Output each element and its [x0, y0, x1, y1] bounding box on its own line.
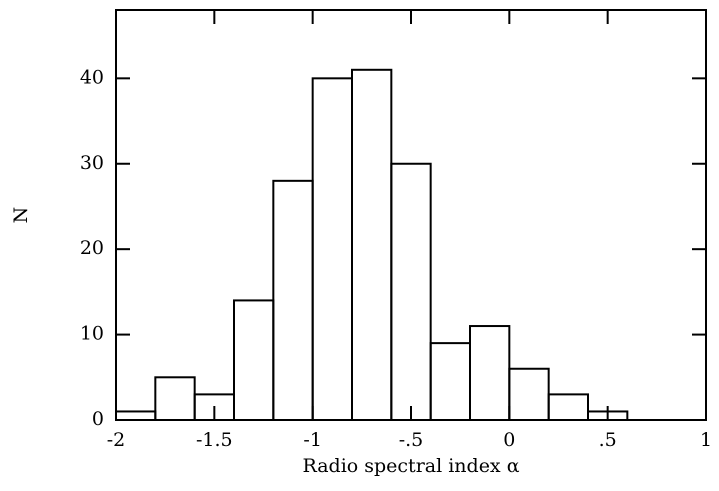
histogram-bar — [508, 367, 550, 421]
plot-frame — [115, 9, 707, 421]
x-tick-label: -2 — [107, 429, 126, 451]
x-tick-label: 0 — [503, 429, 515, 451]
x-tick-label: -1.5 — [196, 429, 233, 451]
y-tick-label: 10 — [80, 323, 104, 345]
x-tick-label: -.5 — [399, 429, 424, 451]
y-tick-label: 20 — [80, 237, 104, 259]
histogram-bar — [390, 162, 432, 421]
histogram-bar — [469, 325, 511, 421]
histogram-bar — [115, 410, 157, 422]
x-tick-label: .5 — [599, 429, 617, 451]
x-axis-label: Radio spectral index α — [302, 455, 519, 477]
y-tick-label: 0 — [92, 408, 104, 430]
y-axis-label: N — [10, 207, 32, 224]
histogram-bar — [547, 393, 590, 421]
histogram-bar — [587, 410, 629, 422]
x-tick-label: 1 — [700, 429, 712, 451]
histogram-bar — [429, 342, 471, 421]
y-tick-label: 40 — [80, 66, 104, 88]
y-tick-label: 30 — [80, 152, 104, 174]
histogram-bar — [154, 376, 196, 421]
histogram-bar — [272, 179, 314, 421]
histogram-bar — [311, 77, 353, 421]
histogram-bar — [233, 299, 275, 421]
x-tick-label: -1 — [303, 429, 322, 451]
histogram-bar — [351, 68, 393, 422]
